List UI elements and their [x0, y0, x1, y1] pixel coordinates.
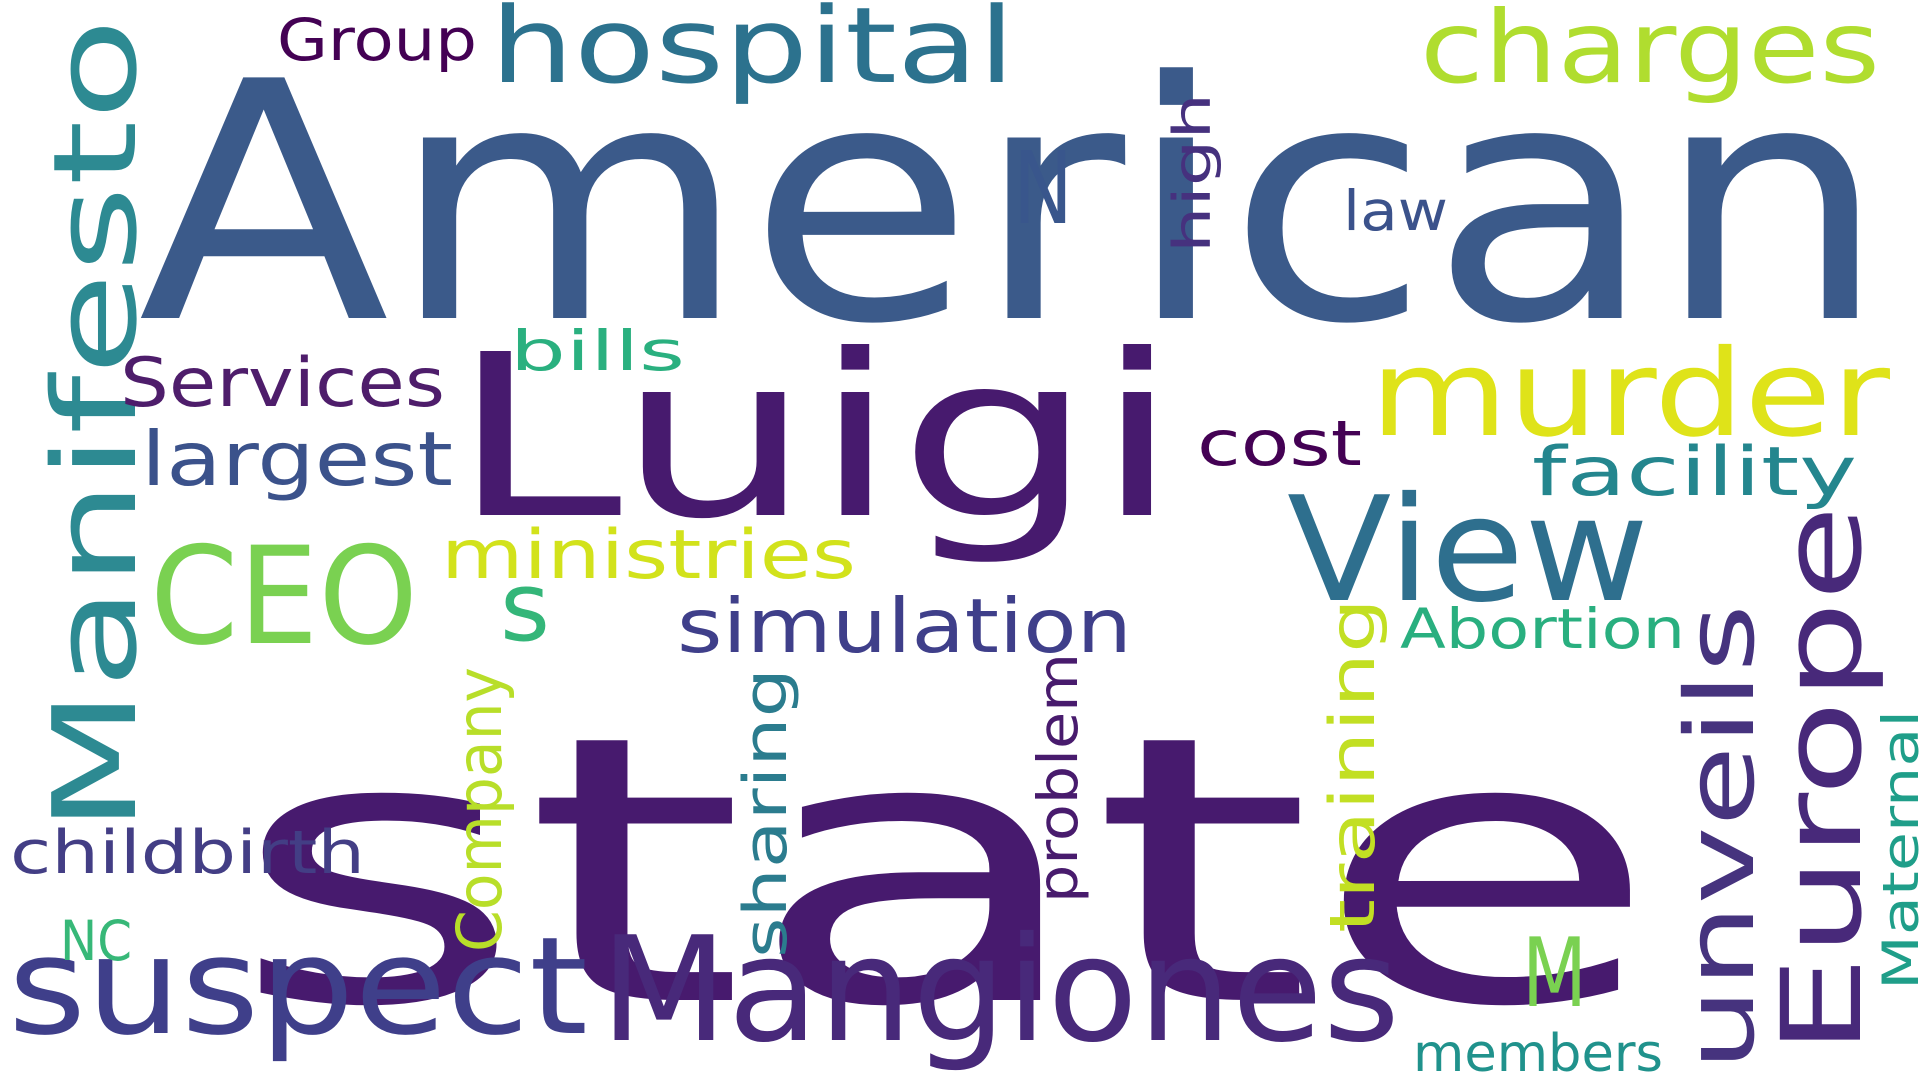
word-charges: charges	[1420, 0, 1880, 106]
word-simulation: simulation	[677, 582, 1132, 670]
word-ceo: CEO	[150, 518, 418, 675]
word-abortion: Abortion	[1400, 597, 1685, 661]
word-law: law	[1343, 179, 1448, 243]
word-hospital: hospital	[490, 0, 1015, 107]
word-m: M	[1522, 919, 1587, 1029]
word-high: high	[1163, 93, 1223, 253]
word-cost: cost	[1197, 407, 1362, 480]
word-nc: NC	[60, 909, 132, 973]
word-n: N	[1013, 130, 1073, 247]
word-unveils: unveils	[1666, 604, 1776, 1071]
word-services: Services	[120, 344, 445, 423]
word-sharing: sharing	[731, 668, 801, 958]
word-murder: murder	[1370, 325, 1891, 464]
word-bills: bills	[510, 319, 685, 383]
word-manifesto: Manifesto	[29, 18, 163, 833]
word-suspect: suspect	[8, 908, 588, 1065]
word-view: View	[1287, 466, 1649, 635]
word-problem: problem	[1026, 653, 1090, 903]
word-largest: largest	[141, 415, 453, 503]
word-maternal: Maternal	[1872, 710, 1920, 990]
word-childbirth: childbirth	[10, 818, 365, 888]
word-facility: facility	[1532, 433, 1857, 512]
word-training: training	[1316, 598, 1389, 933]
word-luigi: Luigi	[450, 307, 1180, 569]
word-members: members	[1413, 1024, 1663, 1080]
word-american: American	[138, 12, 1888, 396]
word-state: state	[230, 658, 1660, 1080]
word-company: Company	[443, 667, 516, 952]
word-ministries: ministries	[441, 516, 856, 595]
word-europe: Europe	[1758, 505, 1886, 1055]
word-s: s	[500, 553, 550, 663]
word-group: Group	[277, 6, 477, 74]
word-mangiones: Mangiones	[600, 906, 1400, 1075]
